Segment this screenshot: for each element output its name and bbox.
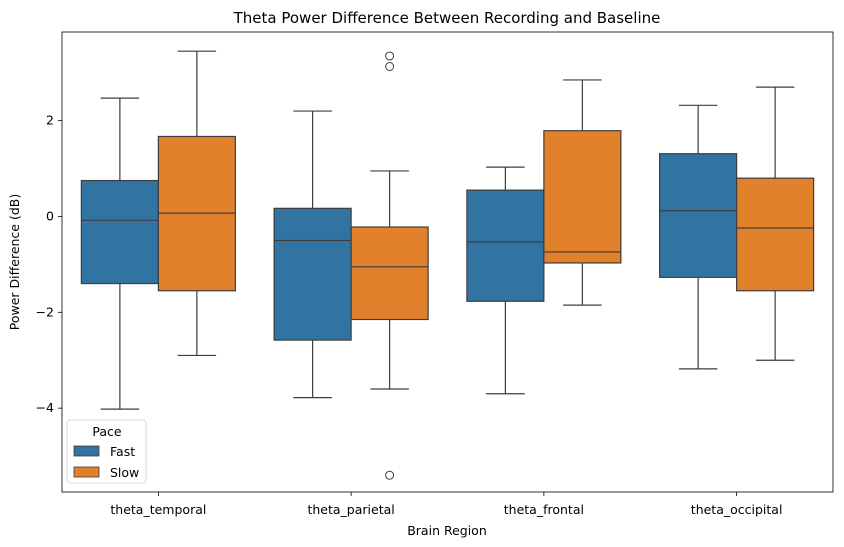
box-slow-theta-frontal (543, 79, 622, 306)
y-tick-label: −2 (36, 304, 54, 319)
y-tick-label: −4 (36, 400, 54, 415)
iqr-box (273, 207, 352, 341)
axes: −4 −2 0 2 theta_temporal theta_parietal theta_… (36, 113, 783, 517)
box-fast-theta-frontal (466, 166, 545, 395)
box-slow-theta-occipital (736, 86, 815, 361)
outlier-point (385, 470, 395, 480)
x-tick-label: theta_occipital (691, 502, 783, 517)
iqr-box (659, 153, 738, 278)
iqr-box (80, 179, 159, 285)
iqr-box (543, 130, 622, 264)
x-tick-label: theta_temporal (110, 502, 206, 517)
y-tick-label: 0 (46, 208, 54, 223)
box-fast-theta-occipital (659, 104, 738, 370)
y-tick-label: 2 (46, 113, 54, 128)
legend-swatch-fast (73, 445, 100, 457)
box-fast-theta-temporal (80, 97, 159, 410)
x-tick-label: theta_parietal (307, 502, 394, 517)
box-slow-theta-parietal (350, 51, 429, 480)
x-axis-label: Brain Region (407, 523, 487, 538)
iqr-box (350, 226, 429, 321)
x-tick-label: theta_frontal (504, 502, 584, 517)
box-slow-theta-temporal (157, 50, 236, 357)
legend-title: Pace (92, 424, 122, 439)
y-axis-label: Power Difference (dB) (7, 194, 22, 330)
legend-label-slow: Slow (110, 465, 139, 480)
outlier-point (385, 62, 395, 71)
legend-swatch-slow (73, 466, 100, 478)
iqr-box (736, 177, 815, 292)
plot-area (80, 50, 815, 480)
legend: Pace Fast Slow (66, 419, 147, 484)
chart-title: Theta Power Difference Between Recording… (233, 9, 661, 27)
plot-frame (61, 31, 834, 493)
box-fast-theta-parietal (273, 110, 352, 399)
legend-label-fast: Fast (110, 444, 135, 459)
outlier-point (385, 51, 395, 61)
iqr-box (466, 189, 545, 302)
